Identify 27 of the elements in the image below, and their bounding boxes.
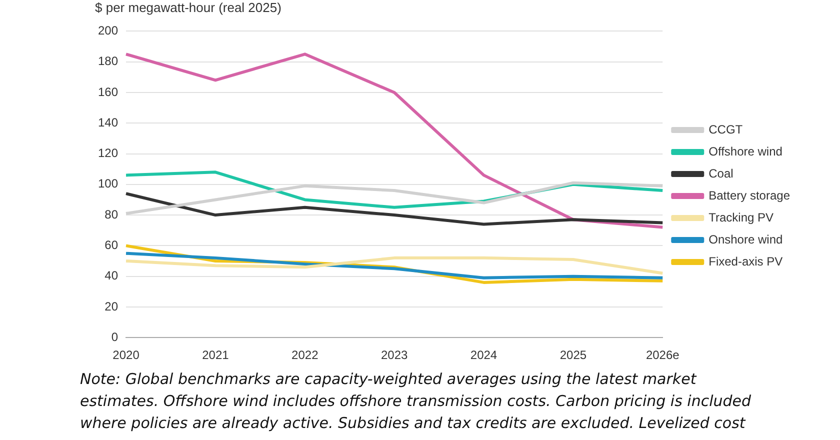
text: Note: Global benchmarks are capacity-weighted averages using the latest market estimates. Offshore wind includes offshore transmission costs. Carbon pricing is included where policies are already active. Subsidies and tax credits are excluded. Levelized cost [79, 369, 752, 434]
x-tick-label: 2021 [202, 348, 230, 362]
y-tick-label: 20 [104, 299, 118, 314]
y-tick-label: 0 [111, 330, 118, 344]
legend-label: Coal [708, 166, 734, 180]
y-tick-label: 100 [98, 176, 118, 191]
y-tick-label: 120 [98, 146, 118, 160]
y-tick-label: 140 [98, 115, 118, 130]
legend-label: Onshore wind [708, 232, 783, 246]
x-tick-label: 2022 [292, 348, 319, 362]
y-tick-label: 80 [104, 207, 118, 222]
y-tick-label: 40 [104, 268, 118, 283]
x-tick-label: 2025 [560, 348, 587, 362]
y-axis-title: $ per megawatt-hour (real 2025) [94, 0, 282, 16]
x-tick-label: 2024 [470, 348, 498, 362]
legend-label: Offshore wind [708, 144, 782, 158]
x-tick-label: 2020 [112, 348, 140, 362]
legend-label: Tracking PV [708, 210, 774, 224]
legend-label: Battery storage [708, 188, 790, 202]
y-tick-label: 180 [98, 54, 118, 68]
y-tick-label: 60 [104, 238, 118, 252]
legend-label: Fixed-axis PV [708, 254, 783, 268]
x-tick-label: 2026e [646, 348, 680, 362]
legend-label: CCGT [708, 122, 744, 136]
y-tick-label: 160 [98, 84, 118, 99]
x-tick-label: 2023 [380, 348, 408, 362]
y-tick-label: 200 [98, 24, 118, 38]
